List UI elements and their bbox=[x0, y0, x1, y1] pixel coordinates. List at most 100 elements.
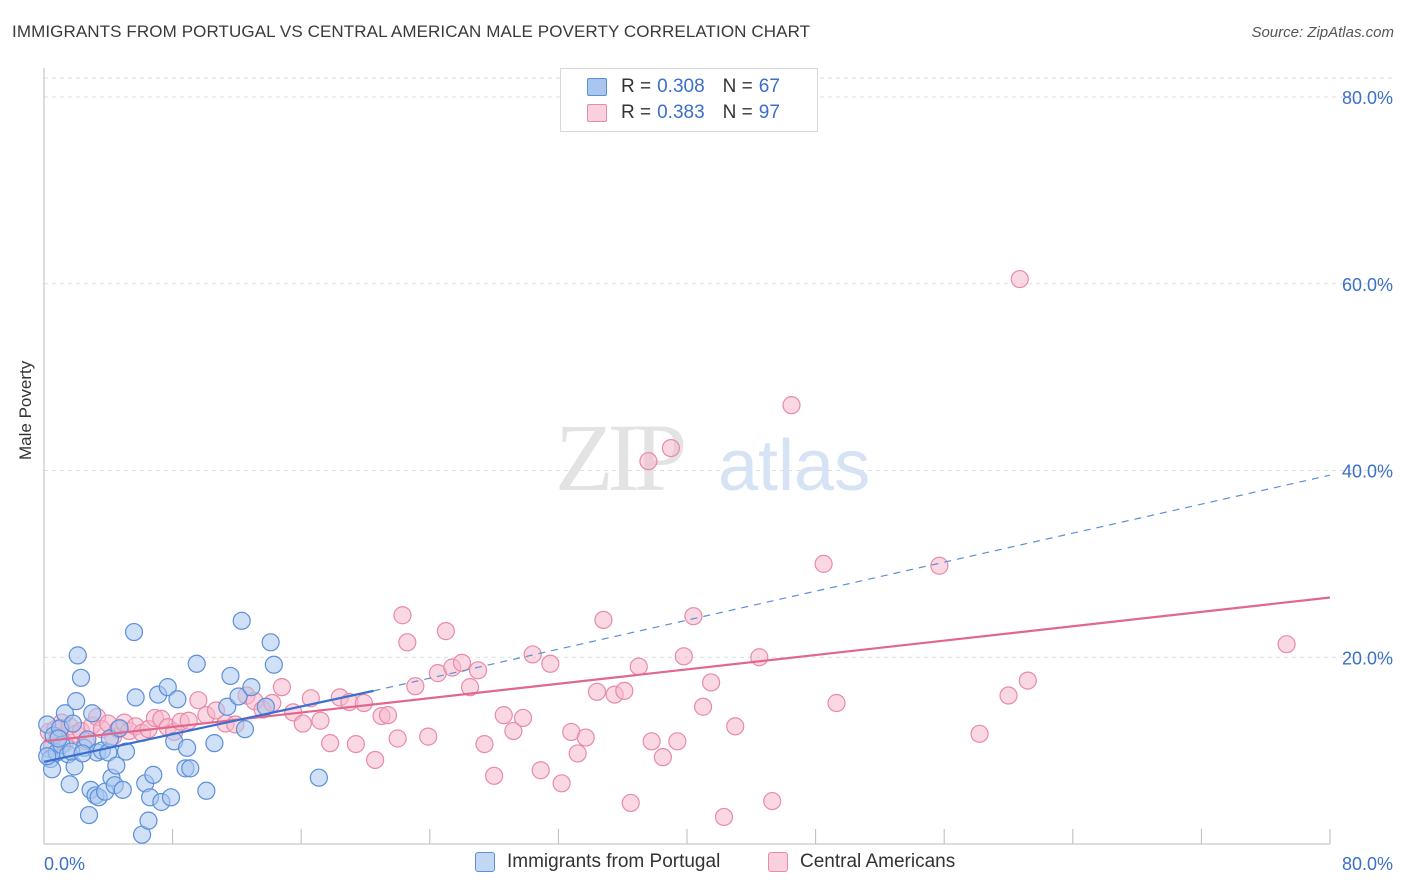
central-americans-point bbox=[653, 748, 672, 767]
central-americans-point bbox=[272, 678, 292, 697]
central-americans-point bbox=[999, 686, 1018, 705]
portugal-point bbox=[124, 622, 144, 642]
y-axis-label: Male Poverty bbox=[16, 360, 35, 460]
legend-r-value: 0.383 bbox=[657, 102, 705, 123]
central-americans-point bbox=[594, 610, 613, 630]
central-americans-points bbox=[39, 269, 1296, 827]
y-tick-label: 40.0% bbox=[1342, 462, 1393, 482]
legend-swatch-pink bbox=[587, 104, 607, 122]
central-americans-point bbox=[468, 661, 488, 680]
central-americans-point bbox=[346, 734, 365, 754]
portugal-point bbox=[221, 666, 240, 686]
portugal-point bbox=[158, 678, 177, 697]
portugal-trend-extension bbox=[373, 474, 1331, 692]
portugal-point bbox=[107, 756, 126, 775]
central-americans-point bbox=[621, 793, 640, 813]
central-americans-point bbox=[615, 681, 634, 700]
trend-lines bbox=[43, 474, 1331, 763]
legend-r-label: R = bbox=[621, 102, 652, 123]
central-americans-point bbox=[693, 697, 713, 716]
x-tick-label: 0.0% bbox=[44, 854, 85, 874]
legend-row-central-americans: R = 0.383 N = 97 bbox=[587, 101, 780, 125]
central-americans-point bbox=[541, 654, 560, 673]
central-americans-point bbox=[702, 673, 721, 692]
central-americans-point bbox=[494, 706, 513, 725]
central-americans-point bbox=[674, 647, 693, 666]
central-americans-point bbox=[398, 633, 417, 652]
portugal-point bbox=[113, 780, 132, 799]
portugal-point bbox=[60, 775, 79, 794]
central-americans-point bbox=[1277, 635, 1296, 654]
central-americans-point bbox=[587, 682, 607, 701]
legend-item-portugal[interactable]: Immigrants from Portugal bbox=[475, 851, 720, 873]
central-americans-point bbox=[782, 396, 801, 415]
legend-swatch-blue bbox=[475, 852, 495, 872]
central-americans-point bbox=[763, 791, 782, 811]
central-americans-point bbox=[475, 734, 494, 754]
portugal-points bbox=[38, 611, 328, 844]
legend-row-portugal: R = 0.308 N = 67 bbox=[587, 75, 780, 99]
portugal-point bbox=[161, 788, 181, 807]
central-americans-point bbox=[661, 438, 681, 458]
legend-n-value: 97 bbox=[758, 102, 780, 123]
portugal-point bbox=[177, 738, 197, 757]
central-americans-point bbox=[523, 645, 542, 664]
central-americans-point bbox=[827, 693, 846, 713]
central-americans-point bbox=[388, 729, 407, 748]
portugal-point bbox=[235, 720, 255, 739]
legend-r-value: 0.308 bbox=[657, 76, 705, 97]
portugal-point bbox=[144, 765, 163, 785]
central-americans-point bbox=[714, 807, 734, 827]
portugal-point bbox=[232, 611, 251, 630]
portugal-point bbox=[242, 678, 261, 697]
correlation-legend: R = 0.308 N = 67 R = 0.383 N = 97 bbox=[560, 68, 818, 132]
central-americans-point bbox=[419, 727, 438, 746]
portugal-point bbox=[187, 654, 206, 673]
portugal-point bbox=[205, 734, 224, 753]
tick-labels: 20.0% 40.0% 60.0% 80.0% 0.0% 80.0% bbox=[44, 88, 1393, 874]
watermark-zip: ZIP bbox=[555, 404, 684, 511]
central-americans-point bbox=[726, 717, 745, 736]
central-americans-point bbox=[513, 708, 533, 728]
portugal-trend-line bbox=[43, 689, 374, 763]
portugal-point bbox=[83, 704, 102, 723]
central-americans-point bbox=[321, 734, 340, 753]
legend-n-label: N = bbox=[722, 102, 753, 123]
legend-r-label: R = bbox=[621, 76, 652, 97]
watermark-atlas: atlas bbox=[718, 426, 870, 506]
portugal-point bbox=[168, 690, 187, 709]
central-americans-point bbox=[642, 732, 661, 751]
central-americans-point bbox=[576, 728, 595, 747]
portugal-point bbox=[256, 697, 275, 716]
y-tick-label: 80.0% bbox=[1342, 88, 1393, 108]
central-americans-point bbox=[970, 724, 989, 743]
portugal-point bbox=[67, 692, 86, 711]
central-americans-point bbox=[1010, 269, 1029, 289]
central-americans-point bbox=[189, 691, 208, 710]
legend-swatch-blue bbox=[587, 78, 607, 96]
central-americans-point bbox=[552, 774, 571, 793]
portugal-point bbox=[229, 687, 248, 706]
y-tick-label: 20.0% bbox=[1342, 648, 1393, 668]
central-americans-point bbox=[354, 693, 373, 713]
portugal-point bbox=[309, 768, 328, 787]
axes bbox=[43, 68, 1331, 845]
source-label: Source: ZipAtlas.com bbox=[1251, 24, 1394, 41]
portugal-point bbox=[68, 646, 87, 665]
legend-item-central-americans[interactable]: Central Americans bbox=[768, 851, 955, 873]
x-tick-label: 80.0% bbox=[1342, 854, 1393, 874]
central-americans-point bbox=[814, 554, 833, 573]
central-americans-point bbox=[668, 732, 687, 751]
portugal-point bbox=[79, 805, 99, 825]
central-americans-point bbox=[436, 622, 455, 641]
portugal-point bbox=[181, 759, 200, 778]
portugal-point bbox=[218, 697, 237, 716]
portugal-point bbox=[139, 811, 158, 830]
central-americans-point bbox=[684, 607, 703, 626]
central-americans-point bbox=[293, 714, 312, 733]
central-americans-point bbox=[406, 677, 425, 696]
portugal-point bbox=[63, 714, 83, 733]
legend-n-value: 67 bbox=[758, 76, 780, 97]
legend-n-label: N = bbox=[722, 76, 753, 97]
central-americans-point bbox=[452, 653, 472, 672]
